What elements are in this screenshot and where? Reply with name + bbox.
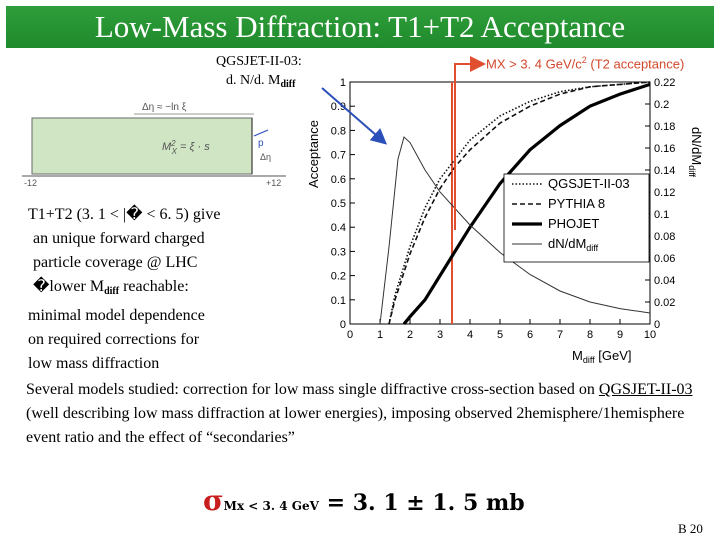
y-left-tick-label: 0.1: [331, 295, 346, 307]
legend-label: PHOJET: [548, 216, 599, 231]
y-right-tick-label: 0.02: [654, 297, 675, 309]
inset-axis-max: +12: [266, 178, 281, 186]
inset-eta-label: Δη: [260, 152, 271, 162]
model-label: QGSJET-II-03:: [216, 54, 302, 69]
y-right-tick-label: 0.06: [654, 253, 675, 265]
coverage-line-1: T1+T2 (3. 1 < |� < 6. 5) give: [28, 206, 221, 223]
x-tick-label: 6: [527, 329, 533, 341]
x-tick-label: 4: [467, 329, 473, 341]
y-left-tick-label: 0.6: [331, 174, 346, 186]
y-right-tick-label: 0.04: [654, 275, 675, 287]
x-tick-label: 7: [557, 329, 563, 341]
y-left-axis-label: Acceptance: [306, 120, 321, 188]
x-tick-label: 0: [347, 329, 353, 341]
legend-box: [503, 173, 650, 263]
slide-number: B 20: [678, 521, 703, 536]
coverage-line-2: an unique forward charged: [33, 230, 205, 247]
coverage-text: T1+T2 (3. 1 < |� < 6. 5) give an unique …: [28, 203, 318, 376]
y-left-tick-label: 0: [340, 319, 346, 331]
y-right-tick-label: 0.1: [654, 209, 669, 221]
inset-proton-label: p: [258, 138, 264, 149]
inset-formula: M2 X = ξ · s: [162, 139, 210, 156]
y-right-tick-label: 0.18: [654, 121, 675, 133]
x-tick-label: 8: [587, 329, 593, 341]
acceptance-chart: 0 1 2 3 4 5 6 7 8 9 1000.10.20.30.40.50.60.70.80.9…: [306, 77, 704, 365]
inset-gap-label: Δη ≈ −ln ξ: [142, 102, 187, 113]
inset-box: [31, 117, 253, 175]
y-right-tick-label: 0: [654, 319, 660, 331]
coverage-line-3: particle coverage @ LHC: [33, 254, 198, 271]
series-line-phojet: [402, 82, 651, 326]
legend-label: QGSJET-II-03: [548, 176, 630, 191]
y-right-tick-label: 0.12: [654, 187, 675, 199]
y-right-tick-label: 0.14: [654, 165, 675, 177]
y-left-tick-label: 0.3: [331, 246, 346, 258]
legend-label: PYTHIA 8: [548, 196, 605, 211]
coverage-line-7: low mass diffraction: [28, 355, 160, 372]
y-left-tick-label: 0.5: [331, 198, 346, 210]
y-left-tick-label: 1: [340, 77, 346, 89]
rapidity-gap-inset: Δη ≈ −ln ξ M2 X = ξ · s p Δη -12 +12: [22, 102, 286, 186]
models-paragraph: Several models studied: correction for l…: [26, 381, 693, 446]
y-right-tick-label: 0.2: [654, 99, 669, 111]
coverage-line-5: minimal model dependence: [28, 307, 205, 324]
y-left-tick-label: 0.4: [331, 222, 346, 234]
x-axis-label: Mdiff [GeV]: [572, 348, 632, 365]
legend-label: dN/dMdiff: [548, 236, 599, 253]
y-left-tick-label: 0.8: [331, 125, 346, 137]
title-bar: Low-Mass Diffraction: T1+T2 Acceptance: [6, 6, 714, 48]
y-left-tick-label: 0.7: [331, 150, 346, 162]
y-right-tick-label: 0.16: [654, 143, 675, 155]
y-right-axis-label: dN/dMdiff: [687, 127, 704, 178]
qgsjet-reference: QGSJET-II-03: [598, 381, 693, 398]
x-tick-label: 1: [377, 329, 383, 341]
x-tick-label: 5: [497, 329, 503, 341]
slide-title: Low-Mass Diffraction: T1+T2 Acceptance: [94, 9, 626, 44]
coverage-line-6: on required corrections for: [28, 331, 200, 348]
x-tick-label: 3: [437, 329, 443, 341]
coverage-line-4: �lower Mdiff reachable:: [33, 278, 189, 297]
y-right-tick-label: 0.22: [654, 77, 675, 89]
inset-proton-arrow: [253, 129, 269, 137]
x-tick-label: 9: [617, 329, 623, 341]
x-tick-label: 2: [407, 329, 413, 341]
cross-section-result: σMx < 3. 4 GeV = 3. 1 ± 1. 5 mb: [203, 484, 525, 517]
mx-threshold-label: MX > 3. 4 GeV/c2 (T2 acceptance): [486, 55, 685, 72]
x-tick-label: 10: [644, 329, 656, 341]
y-left-tick-label: 0.2: [331, 271, 346, 283]
y-left-tick-label: 0.9: [331, 101, 346, 113]
dndm-label: d. N/d. Mdiff: [226, 73, 296, 90]
inset-axis-min: -12: [24, 178, 37, 186]
y-right-tick-label: 0.08: [654, 231, 675, 243]
